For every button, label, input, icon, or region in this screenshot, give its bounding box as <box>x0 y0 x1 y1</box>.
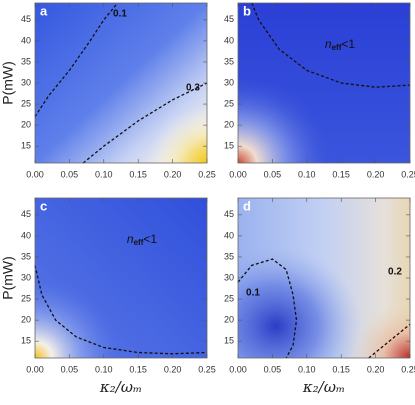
y-tick-label: 20 <box>21 119 31 129</box>
x-tick-label: 0.15 <box>332 364 350 374</box>
x-tick-label: 0.05 <box>61 169 79 179</box>
contour-label: 0.3 <box>186 83 200 94</box>
x-tick-label: 0.25 <box>401 169 415 179</box>
x-tick-label: 0.20 <box>367 169 385 179</box>
x-tick-label: 0.25 <box>401 364 415 374</box>
annotation-subscript: eff <box>134 238 144 247</box>
annotation-symbol: n <box>127 232 134 246</box>
y-tick-label: 15 <box>21 336 31 346</box>
contour-line <box>34 2 119 118</box>
x-tick-label: 0.05 <box>264 169 282 179</box>
y-tick-label: 45 <box>224 14 234 24</box>
contour-line <box>251 2 411 88</box>
y-tick-label: 15 <box>224 141 234 151</box>
x-tick-label: 0.00 <box>229 364 247 374</box>
y-tick-label: 40 <box>21 35 31 45</box>
y-tick-label: 20 <box>21 314 31 324</box>
y-tick-label: 40 <box>224 230 234 240</box>
annotation-subscript: eff <box>332 43 342 52</box>
y-tick-label: 30 <box>21 77 31 87</box>
annotation-suffix: <1 <box>143 232 157 246</box>
x-tick-label: 0.10 <box>95 169 113 179</box>
density-field <box>238 3 410 163</box>
x-tick-label: 0.20 <box>164 364 182 374</box>
y-tick-label: 15 <box>224 336 234 346</box>
y-tick-label: 20 <box>224 119 234 129</box>
y-tick-label: 35 <box>21 56 31 66</box>
y-tick-label: 40 <box>224 35 234 45</box>
panel-label: a <box>40 3 48 18</box>
contour-label: 0.1 <box>113 9 127 20</box>
y-tick-label: 40 <box>21 230 31 240</box>
x-tick-label: 0.05 <box>61 364 79 374</box>
x-tick-label: 0.00 <box>26 169 44 179</box>
contour-label: 0.2 <box>388 267 402 278</box>
density-field <box>35 198 207 358</box>
panel: neff<1 b 0.00 0.05 0.10 0.15 0.20 0.25 15 20 25 30 3… <box>224 2 415 179</box>
density-field <box>35 3 207 163</box>
panel: 0.1 0.2 d 0.00 0.05 0.10 0.15 0.20 0.25 15 20 25 30 3… <box>224 197 415 396</box>
x-tick-label: 0.10 <box>298 169 316 179</box>
y-tick-label: 30 <box>224 272 234 282</box>
x-tick-label: 0.25 <box>198 364 216 374</box>
contour-label: 0.1 <box>246 288 260 299</box>
y-tick-label: 25 <box>224 293 234 303</box>
y-axis-label: P(mW) <box>0 256 16 300</box>
panel: neff<1 c 0.00 0.05 0.10 0.15 0.20 0.25 15 20 25 30 3… <box>0 197 216 396</box>
y-tick-label: 45 <box>21 14 31 24</box>
y-axis-label: P(mW) <box>0 61 16 105</box>
contour-line <box>237 258 298 359</box>
y-tick-label: 45 <box>224 209 234 219</box>
x-tick-label: 0.10 <box>95 364 113 374</box>
x-tick-label: 0.15 <box>129 364 147 374</box>
x-tick-label: 0.25 <box>198 169 216 179</box>
x-tick-label: 0.05 <box>264 364 282 374</box>
x-tick-label: 0.20 <box>367 364 385 374</box>
y-tick-label: 45 <box>21 209 31 219</box>
y-tick-label: 35 <box>21 251 31 261</box>
contour-line <box>368 323 411 359</box>
x-axis-label: κ₂/ωₘ <box>99 378 142 396</box>
annotation: neff<1 <box>127 232 157 247</box>
y-tick-label: 30 <box>224 77 234 87</box>
y-tick-label: 25 <box>224 98 234 108</box>
y-tick-label: 30 <box>21 272 31 282</box>
panel-label: b <box>243 3 251 18</box>
x-axis-label: κ₂/ωₘ <box>302 378 345 396</box>
y-tick-label: 25 <box>21 293 31 303</box>
panel: 0.1 0.3 a 0.00 0.05 0.10 0.15 0.20 0.25 15 20 25 30 3… <box>0 2 216 179</box>
annotation-suffix: <1 <box>341 37 355 51</box>
panel-label: d <box>243 198 251 213</box>
x-tick-label: 0.10 <box>298 364 316 374</box>
x-tick-label: 0.15 <box>332 169 350 179</box>
annotation: neff<1 <box>325 37 355 52</box>
y-tick-label: 35 <box>224 56 234 66</box>
density-field <box>238 198 410 358</box>
x-tick-label: 0.20 <box>164 169 182 179</box>
panel-label: c <box>40 198 47 213</box>
x-tick-label: 0.15 <box>129 169 147 179</box>
y-tick-label: 25 <box>21 98 31 108</box>
y-tick-label: 15 <box>21 141 31 151</box>
contour-line <box>34 265 208 355</box>
x-tick-label: 0.00 <box>26 364 44 374</box>
annotation-symbol: n <box>325 37 332 51</box>
y-tick-label: 20 <box>224 314 234 324</box>
contour-line <box>82 82 208 164</box>
y-tick-label: 35 <box>224 251 234 261</box>
x-tick-label: 0.00 <box>229 169 247 179</box>
